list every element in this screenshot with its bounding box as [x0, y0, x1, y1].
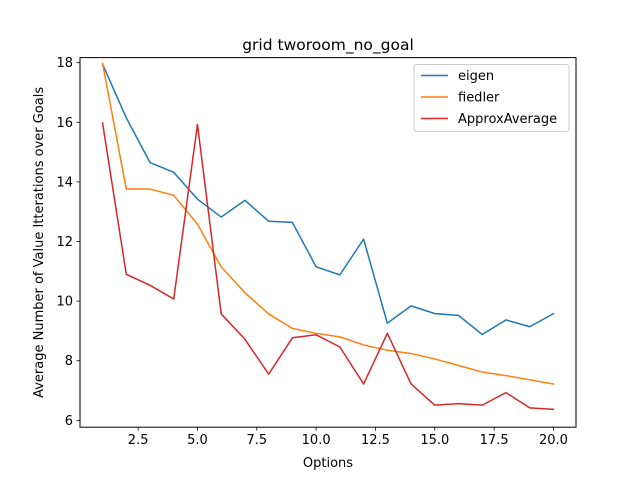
x-tick-label: 10.0: [302, 433, 331, 448]
x-tick-label: 5.0: [187, 433, 208, 448]
legend-box: [413, 64, 570, 132]
x-tick-label: 17.5: [480, 433, 509, 448]
series-line-approxaverage: [101, 122, 555, 411]
y-tick-label: 16: [56, 116, 73, 131]
x-tick-label: 7.5: [246, 433, 267, 448]
series-line-eigen: [101, 63, 555, 336]
x-tick-label: 12.5: [361, 433, 390, 448]
x-axis-label: Options: [303, 456, 353, 471]
y-tick-label: 12: [56, 235, 73, 250]
y-tick-label: 18: [56, 56, 73, 71]
legend-label-approxaverage: ApproxAverage: [458, 112, 557, 127]
y-tick-label: 14: [56, 175, 73, 190]
chart-title: grid tworoom_no_goal: [242, 36, 414, 55]
legend-label-eigen: eigen: [458, 69, 494, 84]
series-line-fiedler: [101, 62, 555, 385]
legend: eigen fiedler ApproxAverage: [413, 64, 570, 132]
plot-frame: [79, 57, 577, 428]
x-tick-label: 2.5: [128, 433, 149, 448]
legend-label-fiedler: fiedler: [458, 91, 500, 106]
x-axis: 2.5 5.0 7.5 10.0 12.5 15.0 17.5 20.0: [128, 427, 568, 448]
y-axis: 6 8 10 12 14 16 18: [56, 56, 80, 429]
y-tick-label: 8: [65, 354, 73, 369]
y-tick-label: 10: [56, 295, 73, 310]
x-tick-label: 15.0: [420, 433, 449, 448]
y-tick-label: 6: [65, 414, 73, 429]
y-axis-label: Average Number of Value Itterations over…: [32, 87, 47, 398]
x-tick-label: 20.0: [539, 433, 568, 448]
